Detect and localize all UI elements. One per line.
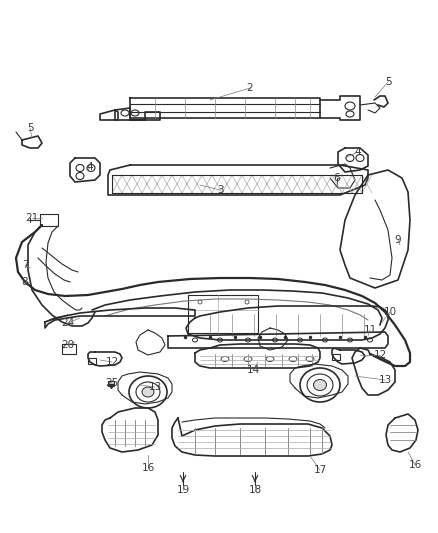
Text: 13: 13 [148,382,162,392]
Bar [108,381,114,386]
Text: 10: 10 [383,307,396,317]
Text: 21: 21 [25,213,39,223]
Bar [188,295,258,333]
Ellipse shape [314,379,326,391]
Text: 18: 18 [248,485,261,495]
Text: 13: 13 [378,375,392,385]
Text: 2: 2 [247,83,253,93]
Text: 20: 20 [61,340,74,350]
Bar [62,344,76,354]
Text: 12: 12 [106,357,119,367]
Text: 19: 19 [177,485,190,495]
Text: 16: 16 [141,463,155,473]
Text: 25: 25 [106,378,119,388]
Text: 16: 16 [408,460,422,470]
Bar [88,358,96,364]
Text: 11: 11 [364,325,377,335]
Text: 6: 6 [334,173,340,183]
Text: 12: 12 [373,350,387,360]
Text: 24: 24 [61,318,74,328]
Text: 3: 3 [217,185,223,195]
Ellipse shape [142,387,154,397]
Text: 4: 4 [355,147,361,157]
Text: 5: 5 [385,77,391,87]
Text: 4: 4 [87,162,93,172]
Text: 8: 8 [22,277,28,287]
Text: 14: 14 [246,365,260,375]
Text: 17: 17 [313,465,327,475]
Text: 7: 7 [22,260,28,270]
Text: 9: 9 [395,235,401,245]
Bar [332,354,340,360]
Text: 5: 5 [27,123,33,133]
Bar [40,214,58,226]
